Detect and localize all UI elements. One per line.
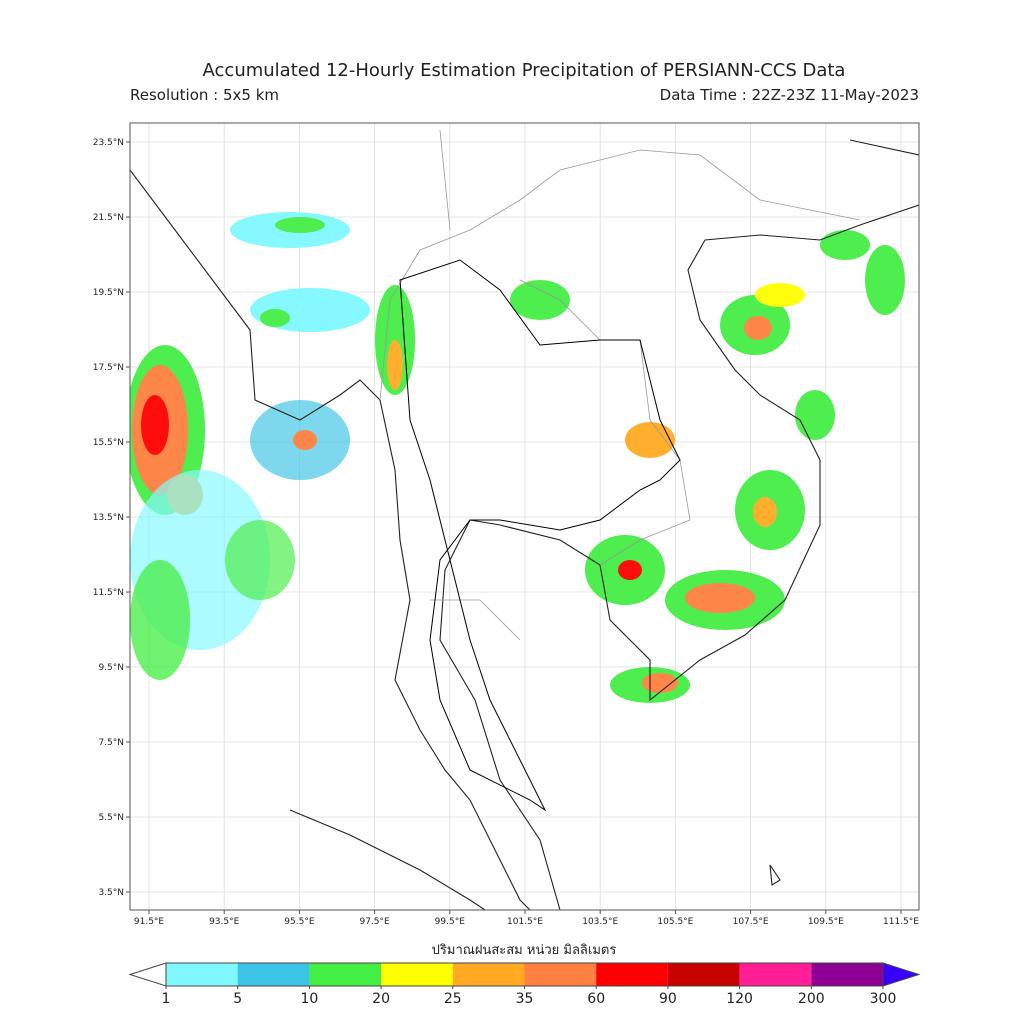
lon-tick-label: 109.5°E — [808, 917, 844, 927]
coastlines — [130, 139, 919, 910]
map-frame — [129, 122, 920, 911]
colorbar-tick-label: 200 — [798, 991, 825, 1007]
colorbar-tick-label: 20 — [372, 991, 390, 1007]
colorbar-tick-label: 10 — [300, 991, 318, 1007]
colorbar-segment — [166, 963, 238, 986]
lat-tick-label: 9.5°N — [98, 663, 124, 673]
lon-tick-label: 105.5°E — [657, 917, 693, 927]
colorbar-segment — [811, 963, 883, 986]
lat-tick-label: 11.5°N — [93, 588, 124, 598]
colorbar-segment — [667, 963, 740, 986]
lon-tick-label: 91.5°E — [134, 917, 165, 927]
lat-tick-label: 21.5°N — [93, 213, 124, 223]
thailand-outline — [399, 259, 681, 812]
lon-tick-label: 107.5°E — [733, 917, 769, 927]
lat-tick-label: 3.5°N — [98, 888, 124, 898]
colorbar-tick-label: 90 — [659, 991, 677, 1007]
lat-tick-label: 15.5°N — [93, 438, 124, 448]
lat-tick-label: 23.5°N — [93, 138, 124, 148]
lat-tick-label: 17.5°N — [93, 363, 124, 373]
colorbar-over — [882, 962, 921, 987]
lon-tick-label: 93.5°E — [209, 917, 240, 927]
title: Accumulated 12-Hourly Estimation Precipi… — [203, 60, 846, 81]
data-time: Data Time : 22Z-23Z 11-May-2023 — [660, 86, 919, 104]
lon-tick-label: 101.5°E — [507, 917, 543, 927]
colorbar-under — [128, 962, 167, 987]
colorbar-tick-label: 120 — [726, 991, 753, 1007]
map-content — [130, 129, 919, 910]
rain-field — [130, 212, 905, 703]
lon-tick-label: 99.5°E — [435, 917, 466, 927]
colorbar-segment — [596, 963, 668, 986]
colorbar-tick-label: 25 — [444, 991, 462, 1007]
colorbar-label: ปริมาณฝนสะสม หน่วย มิลลิเมตร — [432, 943, 617, 958]
colorbar-segment — [309, 963, 382, 986]
lon-tick-label: 95.5°E — [284, 917, 315, 927]
colorbar-tick-label: 35 — [516, 991, 534, 1007]
colorbar-segment — [452, 963, 525, 986]
colorbar-segment — [739, 963, 812, 986]
colorbar-tick-label: 300 — [870, 991, 897, 1007]
borders — [379, 129, 861, 641]
colorbar: 1 5 10 20 25 35 60 90 120 200 300 — [128, 962, 921, 1007]
colorbar-segment — [524, 963, 597, 986]
colorbar-tick-label: 60 — [587, 991, 605, 1007]
lon-tick-label: 111.5°E — [883, 917, 919, 927]
lat-tick-label: 19.5°N — [93, 288, 124, 298]
colorbar-segment — [381, 963, 453, 986]
colorbar-tick-label: 1 — [162, 991, 171, 1007]
colorbar-segment — [237, 963, 310, 986]
lon-tick-label: 103.5°E — [582, 917, 618, 927]
colorbar-tick-label: 5 — [233, 991, 242, 1007]
lat-tick-label: 7.5°N — [98, 738, 124, 748]
resolution: Resolution : 5x5 km — [130, 86, 279, 104]
lat-tick-label: 13.5°N — [93, 513, 124, 523]
lat-tick-label: 5.5°N — [98, 813, 124, 823]
lon-tick-label: 97.5°E — [359, 917, 390, 927]
